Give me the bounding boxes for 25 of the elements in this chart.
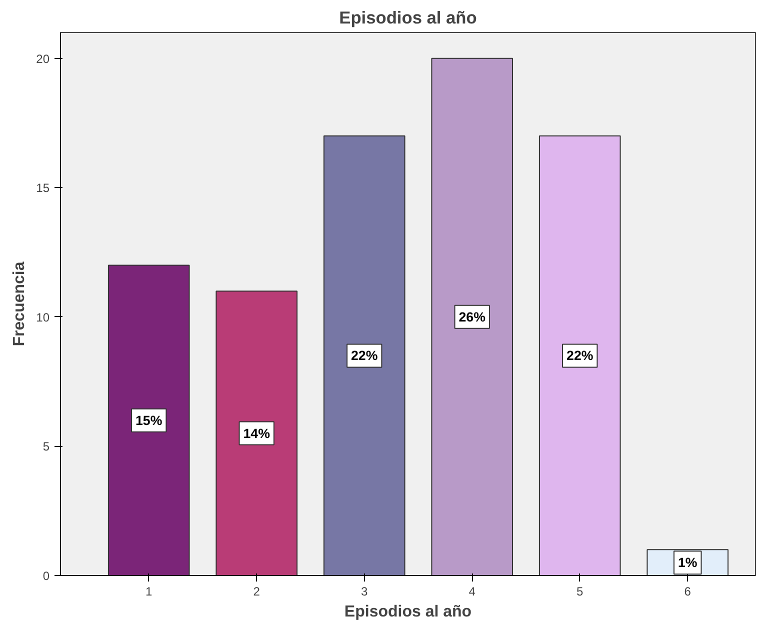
annotation: 15% [136,412,162,428]
x-tick-label: 1 [146,584,153,598]
x-tick-label: 3 [361,584,368,598]
annotation: 1% [678,555,698,570]
y-tick-label: 0 [42,569,50,583]
y-tick-label: 5 [42,440,50,454]
chart-title: Episodios al año [339,8,477,28]
y-axis-title: Frecuencia [11,262,28,346]
annotation: 14% [243,426,270,441]
x-tick-label: 2 [253,584,260,598]
bar [216,290,298,576]
y-tick-label: 20 [36,52,50,66]
y-tick-label: 15 [36,181,50,196]
x-tick-label: 6 [684,584,692,598]
annotation: 26% [458,309,486,324]
x-axis-title: Episodios al año [344,604,472,620]
annotation: 22% [566,348,594,364]
bar [538,135,621,576]
x-tick-label: 4 [468,584,476,598]
bar [108,264,190,576]
bar [323,135,406,576]
annotation: 22% [351,348,378,364]
bar [431,58,514,576]
x-tick-label: 5 [576,584,584,598]
y-tick-label: 10 [36,310,50,324]
